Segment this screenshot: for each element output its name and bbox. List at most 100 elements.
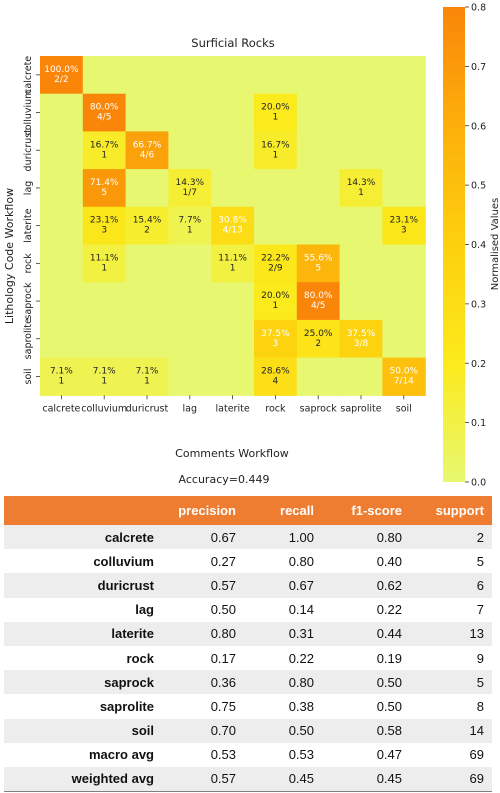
classification-report-table: precision recall f1-score support calcre… [4,496,492,793]
colorbar-tick-label: 0.8 [471,3,486,14]
cell-label: 7.1% 1 [93,366,116,386]
heatmap-cell [254,244,298,283]
heatmap-cell [125,93,169,132]
report-row-label: duricrust [4,573,162,598]
heatmap-cell [254,206,298,246]
heatmap-cell [82,56,127,95]
report-cell: 0.62 [322,573,410,598]
cell-label: 22.2% 2/9 [261,253,290,273]
report-row: macro avg 0.53 0.53 0.47 69 [4,742,492,767]
heatmap-cell [168,93,212,132]
cell-label: 37.5% 3/8 [347,329,376,349]
report-cell: 0.57 [162,573,244,598]
heatmap-cell [211,319,255,359]
report-cell: 6 [410,573,492,598]
heatmap-cell [382,56,426,95]
cell-label: 11.1% 1 [90,253,119,273]
heatmap-cell [254,282,298,321]
report-cell: 0.80 [162,621,244,646]
y-tick-label: lag [23,181,34,196]
chart-title: Surficial Rocks [191,36,274,50]
heatmap-cell [125,282,169,321]
report-cell: 0.70 [162,718,244,743]
report-cell: 69 [410,742,492,767]
header-support: support [410,496,492,525]
report-cell: 2 [410,525,492,550]
report-cell: 0.36 [162,670,244,695]
heatmap-cell [339,169,383,208]
x-tick-label: saprock [300,403,338,414]
report-row: saprolite 0.75 0.38 0.50 8 [4,694,492,719]
heatmap-cell [211,206,255,246]
cell-label: 25.0% 2 [304,329,333,349]
heatmap-cell [40,131,84,170]
heatmap-cell [254,169,298,208]
heatmap-cell [339,244,383,283]
heatmap-cell [40,169,84,208]
heatmap-cell [40,319,84,359]
cell-label: 16.7% 1 [90,140,119,160]
report-row: weighted avg 0.57 0.45 0.45 69 [4,766,492,793]
heatmap-cell [339,56,383,95]
heatmap-cell [168,169,212,208]
report-cell: 9 [410,645,492,671]
cell-label: 14.3% 1 [347,178,376,198]
cell-label: 23.1% 3 [390,216,419,236]
report-row: calcrete 0.67 1.00 0.80 2 [4,525,492,550]
x-tick-label: colluvium [81,403,127,414]
heatmap-cell [40,244,84,283]
colorbar-ticks: 0.0 0.1 0.2 0.3 0.4 0.5 0.6 0.7 0.8 [465,3,486,489]
heatmap-cell [125,206,169,246]
report-header: precision recall f1-score support [4,496,492,525]
heatmap-cell [296,357,341,396]
report-cell: 7 [410,597,492,622]
heatmap-cell [125,357,169,396]
heatmap-cell [296,169,341,208]
heatmap-cell [82,244,127,283]
y-tick-label: laterite [23,208,34,242]
heatmap-cell [40,93,84,132]
cell-label: 7.1% 1 [50,366,73,386]
report-cell: 0.38 [244,694,322,719]
heatmap-cell [168,56,212,95]
heatmap-cell [125,131,169,170]
heatmap-cell [40,206,84,246]
report-cell: 0.22 [244,645,322,671]
report-row-label: macro avg [4,742,162,767]
report-cell: 0.47 [322,742,410,767]
report-row: rock 0.17 0.22 0.19 9 [4,645,492,671]
header-recall: recall [244,496,322,525]
x-tick-label: duricrust [126,403,169,414]
report-row-label: saprock [4,670,162,695]
y-tick-label: rock [23,253,34,274]
report-cell: 0.53 [162,742,244,767]
report-cell: 0.45 [322,766,410,793]
report-cell: 0.50 [162,597,244,622]
heatmap-cell [382,169,426,208]
x-axis-label: Comments Workflow [175,447,289,460]
heatmap-cell [254,357,298,396]
report-cell: 0.22 [322,597,410,622]
heatmap-cell [382,357,426,396]
report-cell: 0.45 [244,766,322,793]
cell-label: 14.3% 1/7 [176,178,205,198]
colorbar-tick-label: 0.3 [471,299,486,310]
report-cell: 0.80 [244,670,322,695]
report-cell: 0.80 [244,549,322,574]
y-tick-label: soil [23,368,34,384]
cell-label: 23.1% 3 [90,216,119,236]
heatmap-cell [382,319,426,359]
report-body: calcrete 0.67 1.00 0.80 2 colluvium 0.27 0.80 0.… [4,525,492,793]
heatmap-cell [125,319,169,359]
report-cell: 0.50 [322,670,410,695]
heatmap-cell [211,244,255,283]
heatmap-cell [339,357,383,396]
report-row: colluvium 0.27 0.80 0.40 5 [4,549,492,574]
heatmap-cell [82,169,127,208]
colorbar-label: Normalised Values [490,198,500,291]
cell-label: 7.7% 1 [178,216,201,236]
cell-label: 15.4% 2 [133,216,162,236]
heatmap-cell [296,319,341,359]
y-axis-label: Lithology Code Workflow [3,188,16,324]
heatmap-cell [254,56,298,95]
